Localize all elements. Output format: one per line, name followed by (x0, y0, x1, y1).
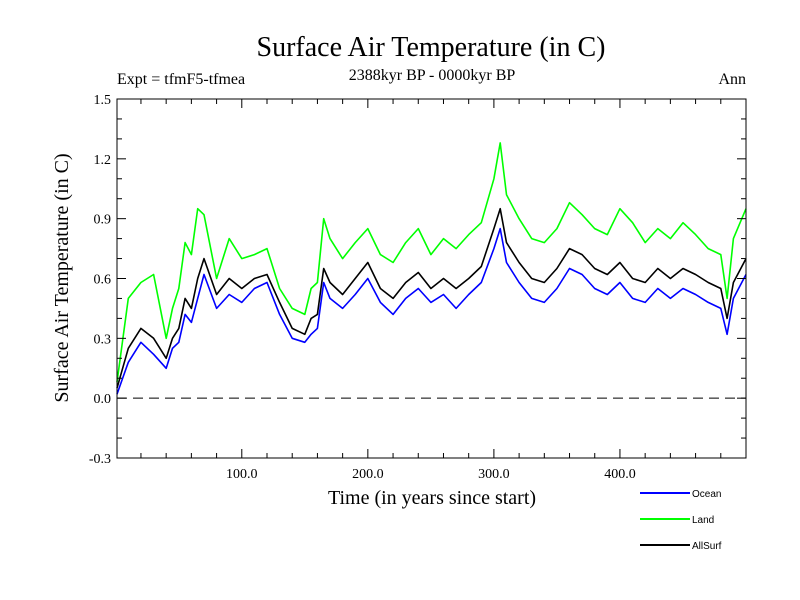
chart-title: Surface Air Temperature (in C) (257, 32, 606, 63)
x-tick-label: 100.0 (226, 467, 258, 482)
x-axis-label: Time (in years since start) (328, 487, 536, 509)
legend-label-allsurf: AllSurf (692, 541, 722, 552)
experiment-label: Expt = tfmF5-tfmea (117, 71, 245, 88)
y-tick-label: 0.9 (94, 213, 112, 228)
y-tick-label: 0.3 (94, 332, 112, 347)
y-tick-label: -0.3 (89, 452, 111, 467)
legend: Ocean Land AllSurf (640, 489, 722, 552)
x-tick-label: 400.0 (604, 467, 636, 482)
y-tick-label: 1.5 (94, 93, 112, 108)
legend-label-land: Land (692, 515, 714, 526)
y-tick-label: 0.0 (94, 392, 112, 407)
axis-ticks: -0.3 0.0 0.3 0.6 0.9 1.2 1.5 100.0 200.0 300.0 400… (89, 93, 746, 482)
y-tick-label: 0.6 (94, 273, 112, 288)
y-axis-label: Surface Air Temperature (in C) (51, 153, 73, 402)
season-label: Ann (718, 71, 746, 88)
x-tick-label: 300.0 (478, 467, 510, 482)
plot-area (116, 142, 747, 399)
series-layer (116, 142, 747, 395)
series-line-ocean (116, 227, 747, 395)
y-tick-label: 1.2 (94, 153, 112, 168)
time-range-subtitle: 2388kyr BP - 0000kyr BP (349, 67, 516, 84)
series-line-land (116, 142, 747, 383)
x-tick-label: 200.0 (352, 467, 384, 482)
legend-label-ocean: Ocean (692, 489, 721, 500)
series-line-allsurf (116, 207, 747, 389)
